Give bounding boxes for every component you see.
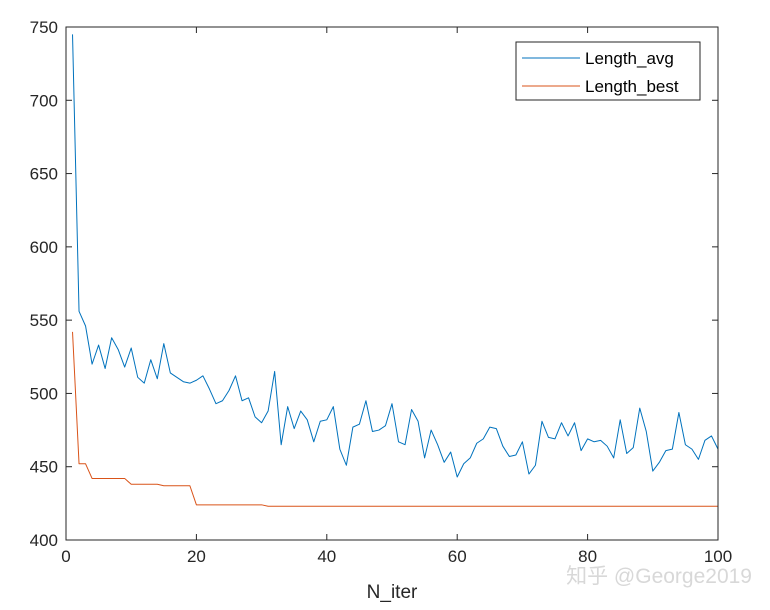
- tick-layer: 0 20 40 60 80 100 400 450 500 550 600 650 700 750: [30, 18, 733, 566]
- y-tick-label: 550: [30, 311, 58, 330]
- legend-label-length-best: Length_best: [585, 77, 679, 96]
- axes-box: [65, 26, 719, 541]
- x-tick-label: 60: [448, 547, 467, 566]
- legend-label-length-avg: Length_avg: [585, 49, 674, 68]
- series-line-length-best: [72, 331, 718, 507]
- y-tick-label: 700: [30, 91, 58, 110]
- x-tick-label: 0: [61, 547, 70, 566]
- x-axis-label: N_iter: [367, 582, 418, 603]
- y-tick-label: 750: [30, 18, 58, 37]
- series-line-length-avg: [72, 34, 719, 478]
- x-tick-label: 40: [317, 547, 336, 566]
- x-tick-label: 20: [187, 547, 206, 566]
- series-layer: [72, 34, 719, 507]
- plot-area: [66, 27, 718, 540]
- legend-box: [515, 41, 701, 101]
- y-tick-label: 400: [30, 531, 58, 550]
- x-tick-label: 100: [704, 547, 732, 566]
- watermark-text: 知乎 @George2019: [566, 565, 752, 588]
- y-tick-label: 500: [30, 384, 58, 403]
- x-tick-label: 80: [578, 547, 597, 566]
- y-tick-label: 600: [30, 238, 58, 257]
- legend: Length_avg Length_best: [515, 41, 701, 101]
- y-tick-label: 650: [30, 165, 58, 184]
- y-tick-label: 450: [30, 458, 58, 477]
